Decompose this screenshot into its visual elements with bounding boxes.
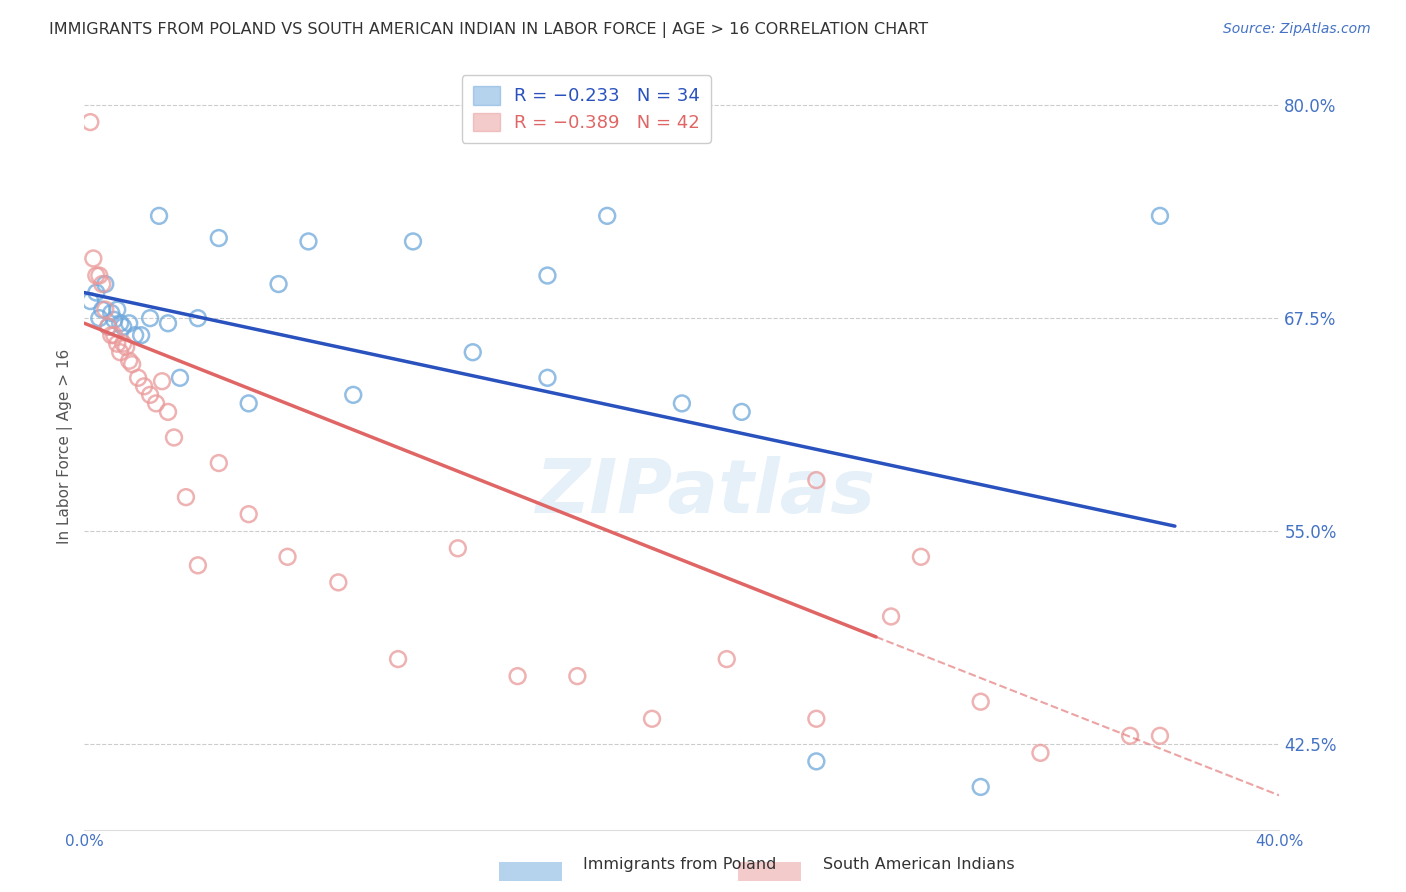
Point — [129, 328, 152, 343]
Point — [112, 336, 135, 351]
Point — [150, 374, 173, 388]
Point — [208, 456, 231, 470]
Point — [169, 371, 191, 385]
Point — [387, 652, 409, 666]
Point — [297, 235, 319, 249]
Point — [105, 302, 128, 317]
Point — [187, 558, 209, 573]
Text: South American Indians: South American Indians — [823, 857, 1014, 872]
Point — [112, 319, 135, 334]
Point — [641, 712, 664, 726]
Point — [267, 277, 290, 291]
Point — [910, 549, 932, 564]
Point — [596, 209, 619, 223]
Point — [91, 277, 114, 291]
Point — [115, 340, 138, 354]
Point — [139, 311, 162, 326]
Point — [94, 277, 117, 291]
Point — [461, 345, 484, 359]
Text: ZIPatlas: ZIPatlas — [536, 456, 876, 529]
Point — [806, 755, 828, 769]
Text: IMMIGRANTS FROM POLAND VS SOUTH AMERICAN INDIAN IN LABOR FORCE | AGE > 16 CORREL: IMMIGRANTS FROM POLAND VS SOUTH AMERICAN… — [49, 22, 928, 38]
Point — [91, 302, 114, 317]
Point — [127, 371, 149, 385]
Point — [163, 430, 186, 444]
Point — [174, 490, 197, 504]
Point — [970, 780, 993, 794]
Point — [103, 328, 125, 343]
Point — [806, 712, 828, 726]
Point — [110, 345, 132, 359]
Point — [970, 695, 993, 709]
Point — [567, 669, 589, 683]
Point — [79, 115, 101, 129]
Point — [148, 209, 170, 223]
Point — [187, 311, 209, 326]
Y-axis label: In Labor Force | Age > 16: In Labor Force | Age > 16 — [58, 349, 73, 543]
Point — [124, 328, 146, 343]
Point — [100, 306, 122, 320]
Point — [157, 405, 180, 419]
Point — [536, 268, 558, 283]
Point — [731, 405, 754, 419]
Point — [118, 316, 141, 330]
Point — [238, 396, 260, 410]
Point — [86, 285, 108, 300]
Point — [880, 609, 903, 624]
Point — [139, 388, 162, 402]
Point — [94, 302, 117, 317]
Text: Source: ZipAtlas.com: Source: ZipAtlas.com — [1223, 22, 1371, 37]
Point — [716, 652, 738, 666]
Point — [1149, 729, 1171, 743]
Point — [157, 316, 180, 330]
Point — [1119, 729, 1142, 743]
Point — [342, 388, 364, 402]
Point — [145, 396, 167, 410]
Point — [536, 371, 558, 385]
Point — [238, 507, 260, 521]
Point — [110, 316, 132, 330]
Point — [1029, 746, 1052, 760]
Point — [103, 313, 125, 327]
Point — [806, 473, 828, 487]
Point — [506, 669, 529, 683]
Point — [97, 319, 120, 334]
Point — [118, 353, 141, 368]
Point — [105, 336, 128, 351]
Point — [1149, 209, 1171, 223]
Point — [132, 379, 156, 393]
Point — [402, 235, 425, 249]
Point — [86, 268, 108, 283]
Point — [121, 357, 143, 371]
Point — [89, 268, 111, 283]
Point — [79, 294, 101, 309]
Point — [82, 252, 104, 266]
Point — [328, 575, 350, 590]
Point — [208, 231, 231, 245]
Point — [671, 396, 693, 410]
Point — [447, 541, 470, 556]
Point — [100, 328, 122, 343]
Point — [97, 319, 120, 334]
Legend: R = −0.233   N = 34, R = −0.389   N = 42: R = −0.233 N = 34, R = −0.389 N = 42 — [461, 75, 711, 143]
Point — [277, 549, 299, 564]
Point — [89, 311, 111, 326]
Text: Immigrants from Poland: Immigrants from Poland — [583, 857, 778, 872]
